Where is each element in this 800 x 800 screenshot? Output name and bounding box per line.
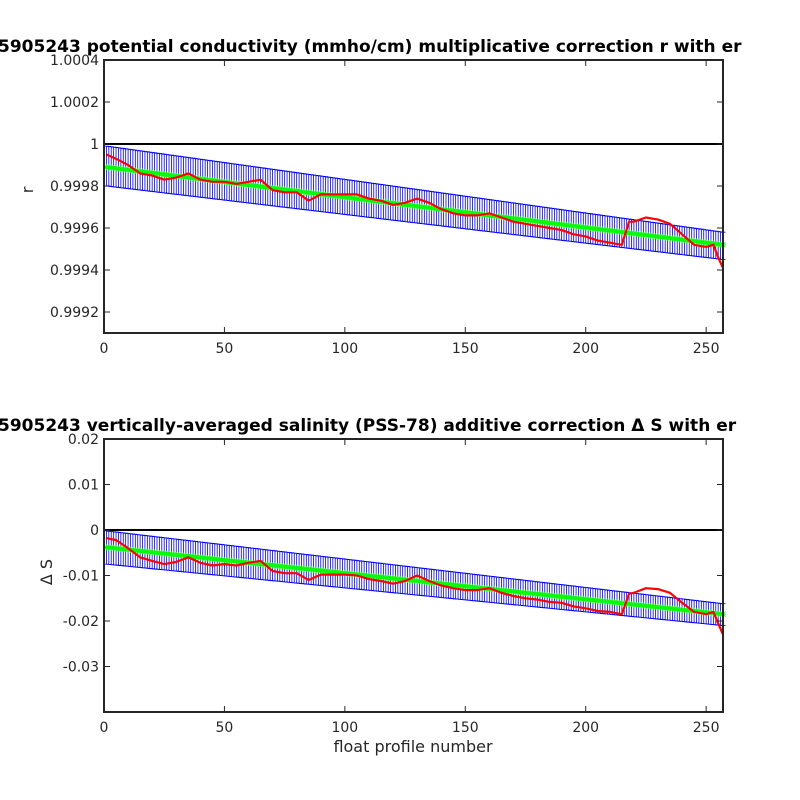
x-tick-label: 50 [216,720,234,736]
fit-markers [103,544,726,618]
x-tick-label: 250 [693,720,720,736]
y-tick-label: 0.02 [68,432,99,448]
x-tick-label: 0 [100,720,109,736]
y-tick-label: -0.02 [63,614,99,630]
x-tick-label: 150 [452,341,479,357]
x-tick-label: 200 [572,720,599,736]
y-tick-label: 0.9994 [50,263,99,279]
plot-panel-bottom: 0 50 100 150 200 250 -0.03 -0.02 -0.01 0 0.01 0.02 [63,432,726,736]
profile-correction-line [105,153,725,269]
y-tick-label: 0.9992 [50,305,99,321]
profile-correction-line [106,537,725,636]
y-tick-label: -0.03 [63,660,99,676]
chart-title-bottom: 5905243 vertically-averaged salinity (PS… [0,416,737,436]
y-axis-label-bottom: Δ S [37,559,56,585]
y-axis-label-top: r [18,186,37,193]
x-tick-label: 150 [452,720,479,736]
x-tick-label: 200 [572,341,599,357]
error-bars [103,145,726,260]
y-tick-label: 0.01 [68,478,99,494]
axes-box [103,438,724,713]
y-tick-label: 1.0002 [50,95,99,111]
fit-markers [103,164,726,248]
y-tick-label: 0 [90,523,99,539]
y-tick-label: 1 [90,137,99,153]
y-tick-label: 1.0004 [50,53,99,69]
y-tick-label: -0.01 [63,569,99,585]
x-tick-label: 100 [331,720,358,736]
x-tick-label: 50 [216,341,234,357]
x-tick-label: 250 [693,341,720,357]
plot-panel-top: 0 50 100 150 200 250 0.9992 0.9994 0.9996 0.9998 1… [50,53,726,357]
chart-title-top: 5905243 potential conductivity (mmho/cm)… [0,37,742,57]
y-tick-label: 0.9998 [50,179,99,195]
x-tick-label: 0 [100,341,109,357]
x-tick-label: 100 [331,341,358,357]
y-tick-label: 0.9996 [50,221,99,237]
axes-box [103,59,724,334]
x-axis-label: float profile number [333,737,493,756]
